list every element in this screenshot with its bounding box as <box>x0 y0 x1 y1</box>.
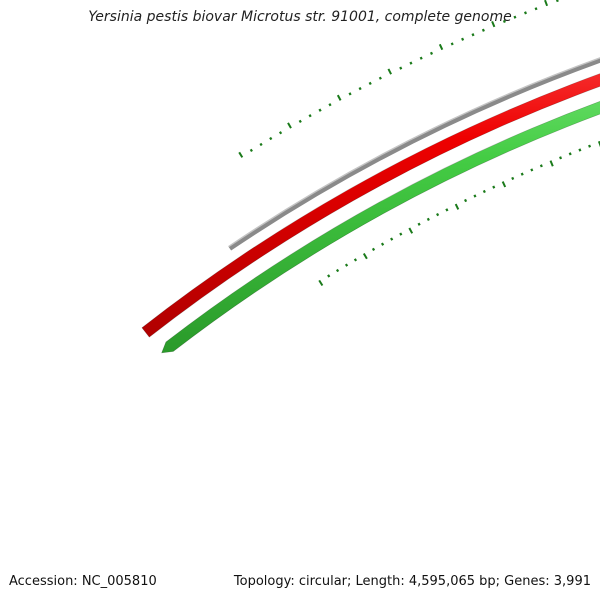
inner-ruler-minor-tick <box>530 168 534 172</box>
inner-ruler-major-tick <box>549 160 554 167</box>
inner-ruler-minor-tick <box>335 268 340 273</box>
genes-layer <box>141 73 600 354</box>
accession-label: Accession: NC_005810 <box>9 574 157 589</box>
outer-ruler-minor-tick <box>450 42 454 46</box>
outer-ruler-major-tick <box>238 151 244 158</box>
outer-ruler-minor-tick <box>308 114 312 118</box>
inner-ruler-minor-tick <box>399 232 403 236</box>
inner-ruler-minor-tick <box>436 212 440 217</box>
outer-ruler-minor-tick <box>502 19 506 24</box>
inner-ruler-minor-tick <box>578 148 582 152</box>
inner-ruler-major-tick <box>501 181 507 188</box>
inner-ruler-major-tick <box>408 227 414 234</box>
outer-ruler-major-tick <box>491 21 496 28</box>
inner-ruler-minor-tick <box>588 144 592 148</box>
ruler-layer: 1983 kbp1984 kbp1985 kbp1986 kbp1987 kbp… <box>238 0 600 287</box>
inner-ruler-minor-tick <box>482 189 486 194</box>
outer-ruler-major-tick <box>438 43 444 51</box>
outer-ruler-minor-tick <box>368 81 372 86</box>
inner-ruler-minor-tick <box>511 176 515 181</box>
inner-ruler-minor-tick <box>559 156 563 160</box>
outer-ruler-major-tick <box>544 0 549 7</box>
inner-ruler-major-tick <box>318 279 324 287</box>
outer-ruler-major-tick <box>336 94 342 101</box>
outer-ruler-minor-tick <box>358 86 362 91</box>
inner-ruler-minor-tick <box>568 152 572 156</box>
inner-ruler-major-tick <box>362 252 368 260</box>
outer-ruler-minor-tick <box>513 15 517 19</box>
outer-ruler-minor-tick <box>348 92 352 96</box>
outer-ruler-minor-tick <box>318 108 322 112</box>
inner-ruler-minor-tick <box>492 185 496 189</box>
genome-backbone <box>228 58 600 251</box>
inner-ruler-minor-tick <box>473 194 477 198</box>
outer-ruler-minor-tick <box>378 76 382 80</box>
gene-arrow-cheA <box>161 101 600 354</box>
inner-ruler-major-tick <box>454 203 460 210</box>
outer-ruler-minor-tick <box>471 33 475 37</box>
map-title: Yersinia pestis biovar Microtus str. 910… <box>88 9 512 25</box>
outer-ruler-minor-tick <box>328 103 332 107</box>
outer-ruler-minor-tick <box>534 7 538 11</box>
inner-ruler-minor-tick <box>520 172 524 176</box>
outer-ruler-minor-tick <box>249 148 253 152</box>
outer-ruler-minor-tick <box>409 61 413 65</box>
outer-ruler-minor-tick <box>419 56 423 60</box>
outer-ruler-minor-tick <box>259 142 263 147</box>
outer-ruler-minor-tick <box>481 28 485 32</box>
gene-arrow <box>141 73 600 338</box>
outer-ruler-minor-tick <box>298 119 302 123</box>
outer-ruler-minor-tick <box>461 37 465 41</box>
inner-ruler-minor-tick <box>353 258 358 262</box>
outer-ruler-minor-tick <box>523 11 528 15</box>
backbone-highlight <box>228 57 600 248</box>
outer-ruler-minor-tick <box>399 66 403 70</box>
inner-ruler-minor-tick <box>344 263 349 267</box>
inner-ruler-minor-tick <box>539 164 543 168</box>
inner-ruler-minor-tick <box>327 274 331 278</box>
outer-ruler-minor-tick <box>278 131 283 135</box>
inner-ruler-minor-tick <box>464 198 468 203</box>
inner-ruler-minor-tick <box>380 242 385 246</box>
inner-ruler-minor-tick <box>390 237 394 241</box>
outer-ruler-minor-tick <box>269 136 273 141</box>
genome-summary: Topology: circular; Length: 4,595,065 bp… <box>233 574 591 589</box>
inner-ruler-minor-tick <box>426 217 430 221</box>
outer-ruler-major-tick <box>287 122 292 129</box>
inner-ruler-minor-tick <box>371 247 376 251</box>
outer-ruler-minor-tick <box>429 51 434 55</box>
outer-ruler-major-tick <box>387 68 392 75</box>
inner-ruler-minor-tick <box>417 222 421 226</box>
outer-ruler-minor-tick <box>555 0 559 3</box>
backbone-layer <box>228 57 600 251</box>
inner-ruler-minor-tick <box>445 208 449 212</box>
